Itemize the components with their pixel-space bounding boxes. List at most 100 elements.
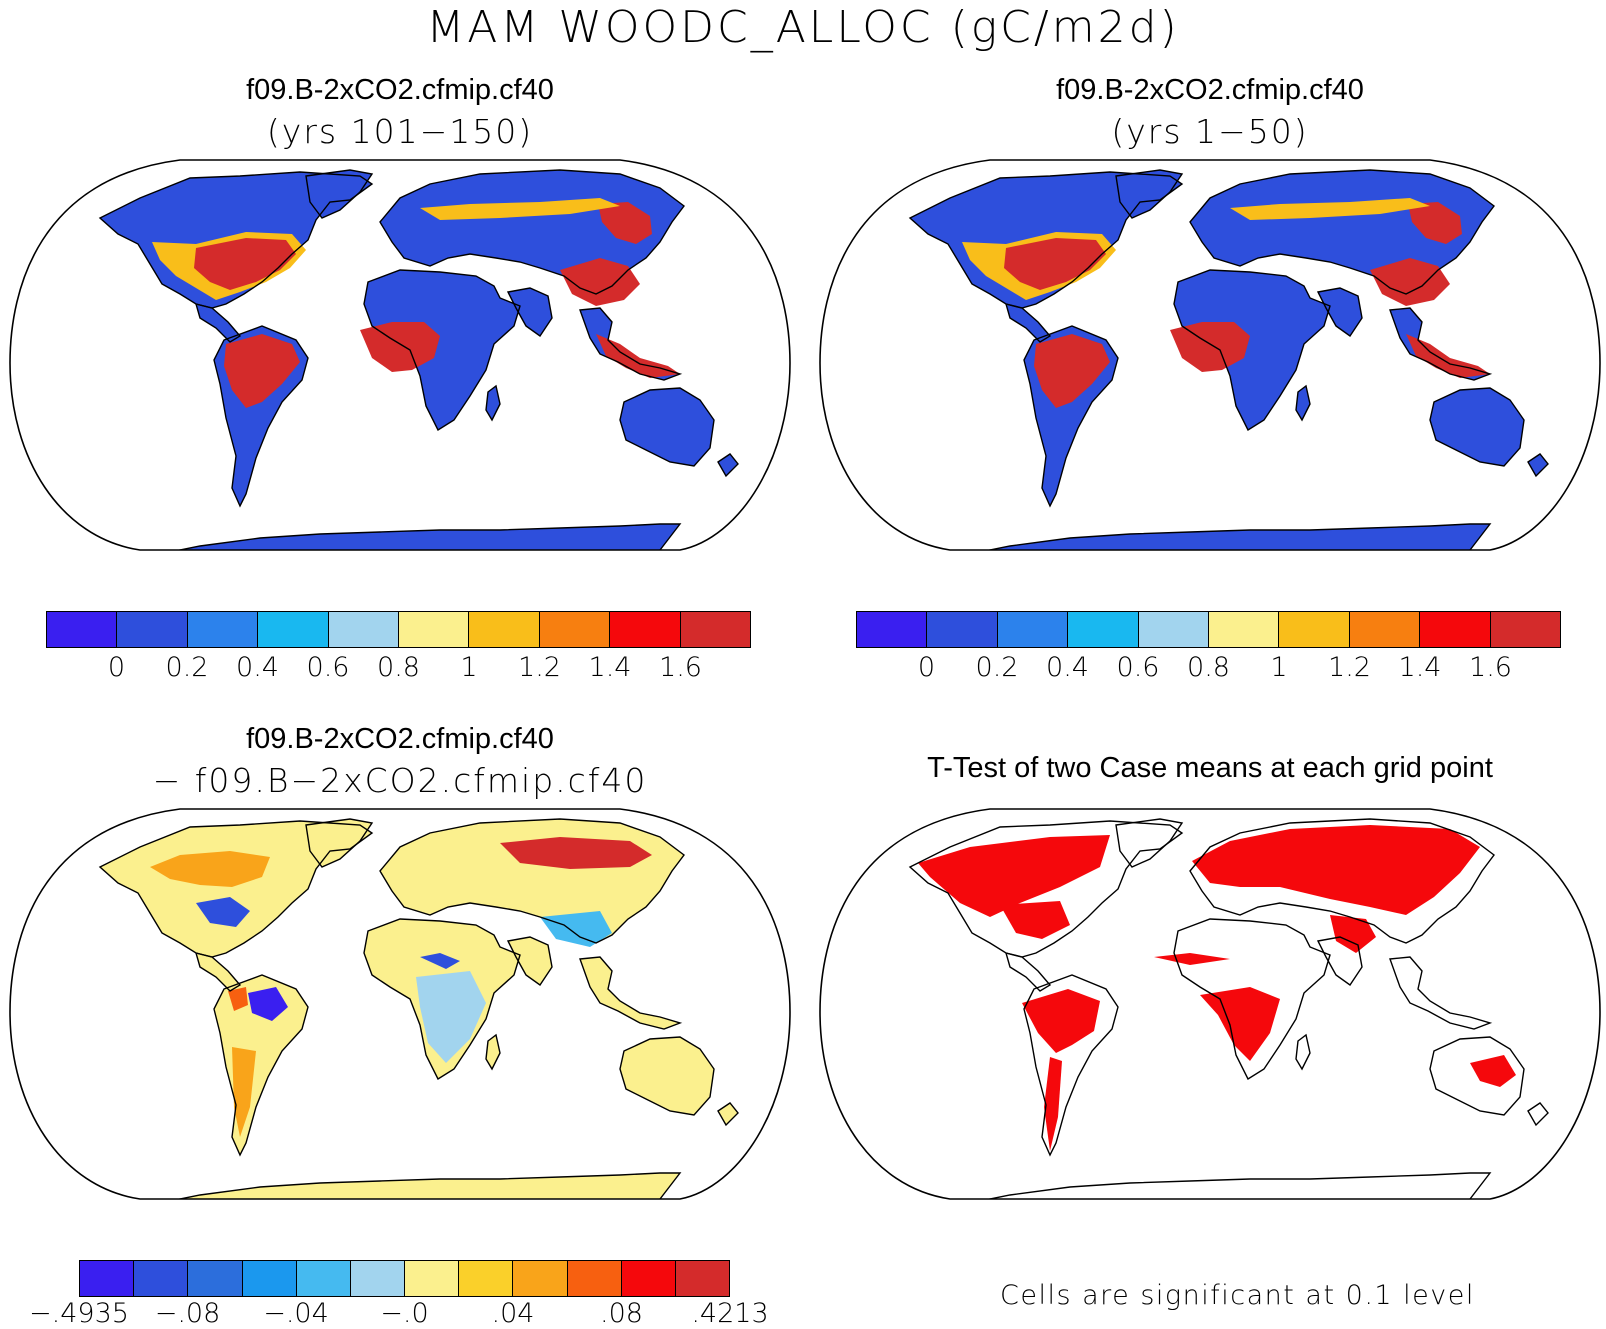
coastline-nz [1527, 453, 1549, 478]
map-bottom-left [9, 808, 791, 1200]
continent-aus [620, 1037, 714, 1115]
colorbar-swatch [513, 1261, 568, 1296]
continent-ant [960, 524, 1490, 550]
coastline-ant [149, 1172, 682, 1199]
colorbar-tick-label: 0.6 [306, 652, 350, 683]
coastline-sa [213, 325, 309, 508]
data-region [1370, 258, 1450, 306]
coastline-na [908, 171, 1184, 309]
colorbar-swatch [857, 612, 928, 647]
coastline-mad [1295, 1033, 1311, 1071]
coastline-sea [1389, 307, 1493, 381]
coastline-eur [379, 169, 685, 295]
coastline-mad [1295, 384, 1311, 422]
data-region [360, 322, 440, 372]
coastline-grn [305, 169, 374, 219]
coastline-ind [506, 287, 553, 337]
colorbar-swatch [134, 1261, 189, 1296]
coastline-sa [1023, 974, 1119, 1157]
data-region [540, 911, 612, 947]
continent-sea [1390, 308, 1490, 380]
colorbar-tick-label: −.08 [154, 1298, 221, 1329]
significance-footnote: Cells are significant at 0.1 level [1000, 1280, 1475, 1311]
colorbar-tick-label: −.0 [380, 1298, 429, 1329]
coastline-grn [305, 818, 374, 868]
colorbar-swatch [399, 612, 470, 647]
continent-mad [1296, 386, 1310, 420]
continent-ind [508, 288, 552, 336]
colorbar-swatch [296, 1261, 351, 1296]
continent-mad [486, 386, 500, 420]
panel-title-bottom-right: T-Test of two Case means at each grid po… [927, 752, 1493, 784]
data-region [416, 971, 486, 1063]
data-region [1170, 322, 1250, 372]
continent-afr [1174, 270, 1330, 430]
continent-na [100, 821, 372, 957]
colorbar-swatch [1138, 612, 1210, 647]
coastline-nz [717, 453, 739, 478]
colorbar-swatch [1068, 612, 1139, 647]
panel-subtitle-bottom-left: − f09.B−2xCO2.cfmip.cf40 [152, 761, 648, 800]
data-region [1192, 825, 1480, 915]
colorbar-swatch [675, 1261, 730, 1296]
continent-mad [486, 1035, 500, 1069]
continent-nz [718, 454, 738, 476]
colorbar-swatch [188, 1261, 243, 1296]
colorbar-top-left [46, 611, 751, 648]
coastline-ant [149, 523, 682, 550]
panel-subtitle-top-left: (yrs 101−150) [266, 112, 534, 151]
data-region [1330, 915, 1376, 953]
coastline-nz [717, 1102, 739, 1127]
map-layer [908, 169, 1549, 550]
colorbar-tick-label: 0 [917, 652, 936, 683]
colorbar-swatch [1209, 612, 1280, 647]
data-region [194, 238, 296, 290]
colorbar-swatch [117, 612, 188, 647]
continent-sea [580, 308, 680, 380]
data-region [918, 835, 1110, 917]
coastline-afr [363, 269, 521, 432]
coastline-mad [485, 384, 501, 422]
coastline-sea [579, 307, 683, 381]
coastline-nz [1527, 1102, 1549, 1127]
panel-title-bottom-left: f09.B-2xCO2.cfmip.cf40 [246, 723, 554, 755]
coastline-sa [1023, 325, 1119, 508]
map-outline [819, 159, 1601, 551]
map-layer [98, 169, 739, 550]
map-top-left [9, 159, 791, 551]
data-region [248, 987, 288, 1021]
colorbar-tick-label: 1 [1270, 652, 1288, 683]
colorbar-swatch [242, 1261, 297, 1296]
coastline-ca [1004, 303, 1052, 343]
continent-ind [508, 937, 552, 985]
colorbar-labels-bottom-left: −.4935 −.08 −.04 −.0 .04 .08 .4213 [29, 1298, 769, 1329]
coastline-mad [485, 1033, 501, 1071]
continent-ant [150, 524, 680, 550]
data-region [560, 258, 640, 306]
colorbar-tick-label: .08 [600, 1298, 643, 1329]
panel-title-top-right: f09.B-2xCO2.cfmip.cf40 [1056, 74, 1364, 106]
colorbar-swatch [80, 1261, 135, 1296]
map-layer [908, 818, 1549, 1199]
coastline-ind [1316, 287, 1363, 337]
coastline-afr [1173, 269, 1331, 432]
coastline-sea [1389, 956, 1493, 1030]
data-region [1154, 953, 1230, 965]
colorbar-tick-label: −.4935 [29, 1298, 129, 1329]
data-region [1034, 334, 1110, 408]
map-top-right [819, 159, 1601, 551]
data-region [1408, 202, 1462, 244]
colorbar-swatch [459, 1261, 514, 1296]
data-region [420, 198, 620, 220]
colorbar-swatch [680, 612, 751, 647]
map-bottom-right [819, 808, 1601, 1200]
colorbar-swatch [187, 612, 259, 647]
data-region [1230, 198, 1430, 220]
colorbar-tick-label: 1.4 [588, 652, 632, 683]
coastline-eur [1189, 818, 1495, 944]
coastline-aus [619, 1036, 715, 1116]
coastline-ind [1316, 936, 1363, 986]
data-region [224, 334, 300, 408]
colorbar-swatch [1490, 612, 1561, 647]
continent-grn [1116, 170, 1182, 218]
